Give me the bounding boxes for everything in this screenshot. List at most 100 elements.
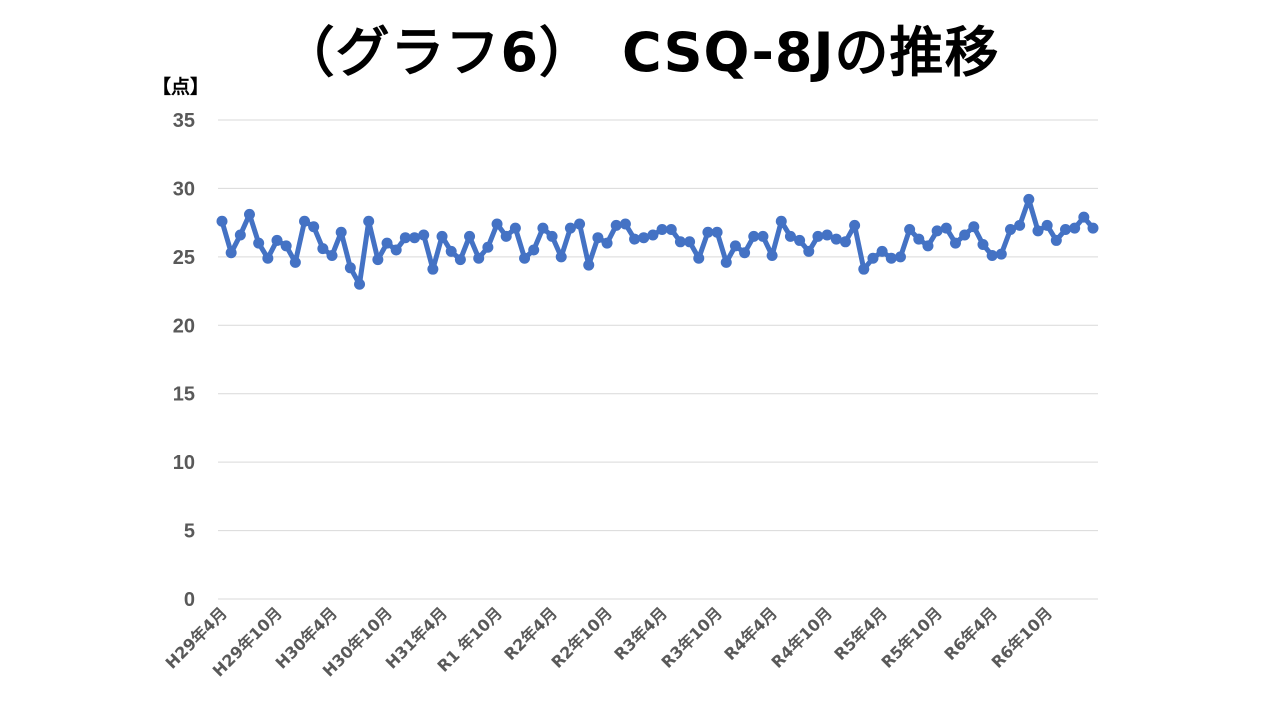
data-point	[803, 245, 815, 257]
data-point	[629, 233, 641, 245]
y-axis-unit-label: 【点】	[152, 76, 210, 98]
y-axis-ticks: 0 5 10 15 20 25 30 35	[173, 110, 195, 611]
data-point	[784, 230, 796, 242]
data-point	[601, 237, 613, 249]
data-point	[977, 239, 989, 251]
data-point	[885, 252, 897, 264]
data-point	[674, 236, 686, 248]
data-point	[839, 236, 851, 248]
data-point	[289, 256, 301, 268]
data-point	[665, 223, 677, 235]
data-point	[959, 229, 971, 241]
data-point	[537, 222, 549, 234]
data-point	[1004, 223, 1016, 235]
data-point	[619, 218, 631, 230]
data-point	[894, 251, 906, 263]
data-point	[445, 245, 457, 257]
data-point	[684, 236, 696, 248]
y-tick-label: 25	[173, 247, 195, 269]
data-point	[968, 221, 980, 233]
data-point	[372, 254, 384, 266]
data-point	[739, 247, 751, 259]
data-point	[849, 219, 861, 231]
data-point	[711, 226, 723, 238]
data-point	[326, 249, 338, 261]
x-tick-label: R4年10月	[768, 603, 836, 671]
data-point	[1050, 234, 1062, 246]
data-point	[409, 232, 421, 244]
data-point	[500, 230, 512, 242]
y-tick-label: 30	[173, 178, 195, 200]
data-point	[766, 249, 778, 261]
x-tick-label: R3年10月	[658, 603, 726, 671]
x-tick-label: R2年10月	[548, 603, 616, 671]
data-point	[381, 237, 393, 249]
data-point	[299, 215, 311, 227]
data-point	[262, 252, 274, 264]
data-point	[812, 230, 824, 242]
data-point	[1023, 193, 1035, 205]
data-point	[427, 263, 439, 275]
gridlines	[218, 119, 1098, 600]
data-point	[1014, 219, 1026, 231]
data-point	[931, 225, 943, 237]
series-csq8j	[216, 193, 1099, 290]
data-point	[546, 230, 558, 242]
data-point	[693, 252, 705, 264]
data-point	[986, 249, 998, 261]
data-point	[702, 226, 714, 238]
data-point	[574, 218, 586, 230]
data-point	[225, 247, 237, 259]
x-tick-label: R6年10月	[988, 603, 1056, 671]
data-point	[335, 226, 347, 238]
data-point	[564, 222, 576, 234]
y-tick-label: 5	[184, 521, 195, 543]
data-point	[317, 243, 329, 255]
data-point	[454, 254, 466, 266]
data-point	[555, 251, 567, 263]
data-point	[583, 259, 595, 271]
data-point	[244, 208, 256, 220]
data-point	[363, 215, 375, 227]
data-point	[418, 229, 430, 241]
data-point	[1059, 223, 1071, 235]
data-point	[1041, 219, 1053, 231]
data-point	[1087, 222, 1099, 234]
y-tick-label: 10	[173, 452, 195, 474]
data-point	[794, 234, 806, 246]
data-point	[867, 252, 879, 264]
data-point	[280, 240, 292, 252]
data-point	[858, 263, 870, 275]
data-point	[592, 232, 604, 244]
data-point	[390, 244, 402, 256]
data-point	[638, 232, 650, 244]
data-point	[436, 230, 448, 242]
data-point	[821, 229, 833, 241]
data-point	[271, 234, 283, 246]
data-point	[757, 230, 769, 242]
data-point	[748, 230, 760, 242]
data-point	[610, 219, 622, 231]
data-point	[913, 233, 925, 245]
data-point	[1069, 222, 1081, 234]
y-tick-label: 15	[173, 384, 195, 406]
y-tick-label: 20	[173, 315, 195, 337]
data-point	[528, 244, 540, 256]
data-point	[464, 230, 476, 242]
data-point	[656, 223, 668, 235]
data-point	[509, 222, 521, 234]
data-point	[647, 229, 659, 241]
y-tick-label: 35	[173, 110, 195, 132]
data-point	[830, 233, 842, 245]
data-point	[491, 218, 503, 230]
data-point	[876, 245, 888, 257]
data-point	[949, 237, 961, 249]
data-point	[482, 241, 494, 253]
chart-title: （グラフ6） CSQ-8Jの推移	[280, 21, 1000, 84]
data-point	[399, 232, 411, 244]
data-point	[995, 248, 1007, 260]
data-point	[216, 215, 228, 227]
data-point	[354, 278, 366, 290]
